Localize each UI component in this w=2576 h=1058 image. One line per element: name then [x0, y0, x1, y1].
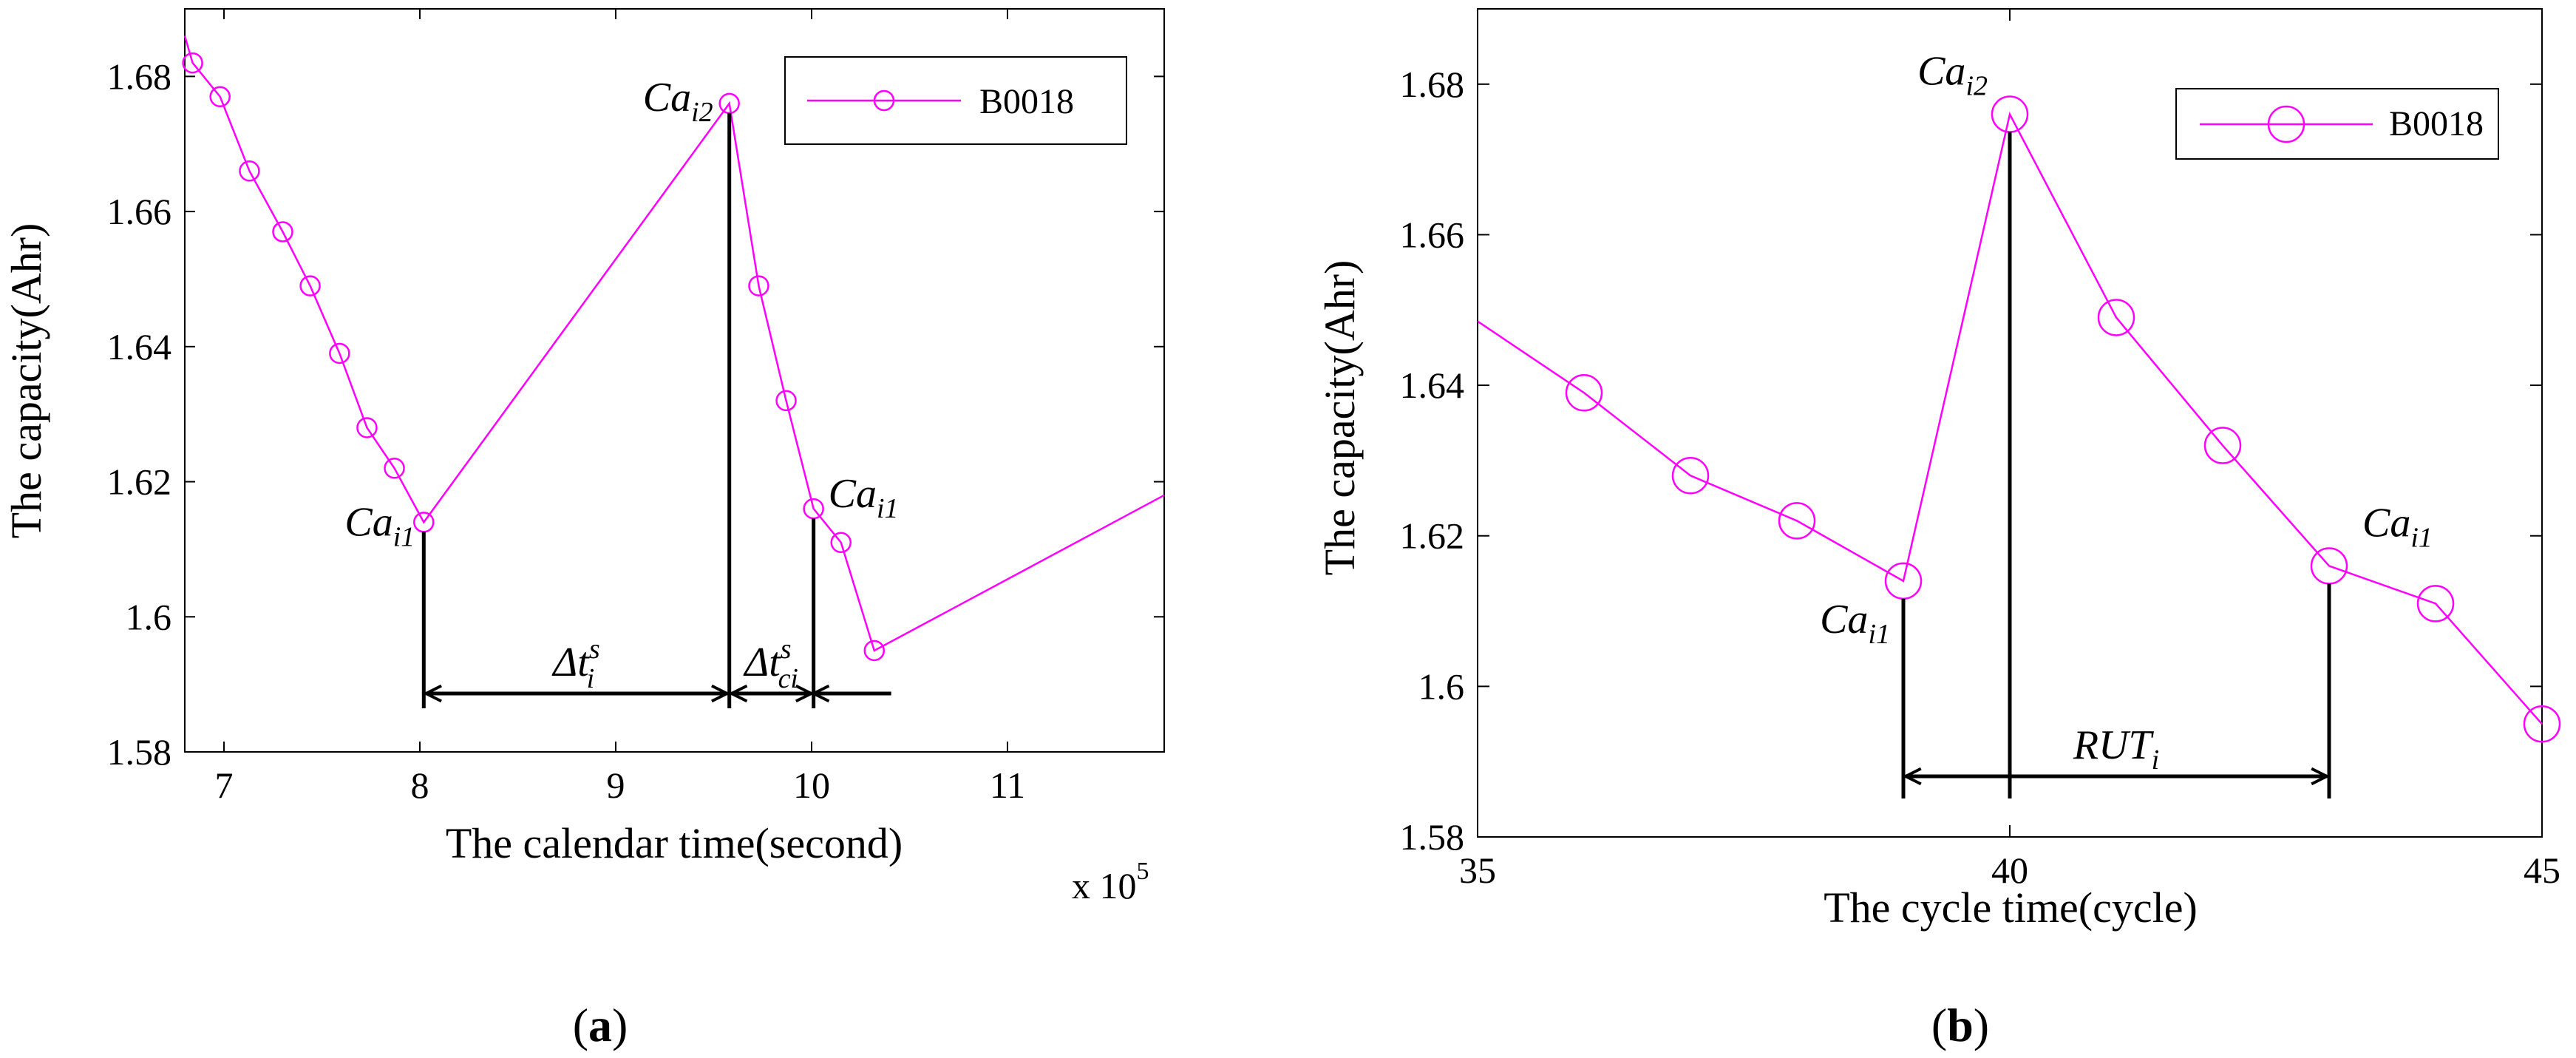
point-label-Cai2: Cai2	[643, 75, 713, 128]
point-label-Cai1: Cai1	[2362, 500, 2433, 553]
series-line-B0018	[1477, 111, 2543, 725]
data-point	[1671, 457, 1710, 495]
data-point	[356, 417, 378, 438]
data-point	[384, 458, 405, 479]
panel-label-b: (b)	[1931, 999, 1989, 1051]
data-point	[2523, 705, 2561, 743]
legend-b: B0018	[2175, 88, 2499, 160]
data-point	[182, 52, 203, 74]
x-tick-label: 10	[793, 764, 830, 806]
y-tick-label: 1.64	[1400, 364, 1465, 406]
y-axis-label-a: The capacity(Ahr)	[2, 223, 50, 539]
x-tick-label: 40	[1991, 850, 2028, 891]
y-tick-label: 1.62	[1400, 515, 1465, 557]
x-tick-label: 9	[607, 764, 625, 806]
panel-label-a: (a)	[573, 999, 628, 1051]
data-point	[2097, 299, 2135, 336]
x-axis-label-a: The calendar time(second)	[446, 819, 903, 867]
data-point	[748, 275, 769, 296]
y-tick-label: 1.64	[107, 326, 172, 367]
y-axis-label-b: The capacity(Ahr)	[1316, 260, 1364, 576]
point-label-Cai1: Cai1	[344, 499, 415, 552]
x-tick-label: 45	[2524, 850, 2560, 891]
span-label-RUTi: RUTi	[2073, 722, 2159, 776]
panel-b-chart: 35 40 45 1.58 1.6 1.62 1.64 1.66 1.68 Cai1 Cai2 Ca…	[1316, 8, 2561, 1051]
data-point	[299, 275, 321, 296]
legend-a: B0018	[784, 56, 1127, 145]
point-label-Cai1: Cai1	[1820, 597, 1890, 650]
point-label-Cai1: Cai1	[829, 471, 899, 524]
y-tick-label: 1.66	[1400, 214, 1465, 255]
y-tick-label: 1.58	[1400, 816, 1465, 858]
data-point	[2416, 585, 2455, 623]
legend-a-label: B0018	[979, 82, 1074, 121]
series-line-B0018	[183, 35, 1165, 652]
x-tick-label: 8	[411, 764, 429, 806]
x-multiplier-a: x 105	[1072, 858, 1149, 906]
y-tick-label: 1.68	[1400, 64, 1465, 105]
data-point	[775, 390, 797, 412]
data-point	[1778, 502, 1816, 540]
x-tick-label: 11	[990, 764, 1025, 806]
data-point	[863, 640, 886, 662]
legend-b-marker	[2267, 105, 2305, 143]
legend-a-marker	[873, 89, 895, 112]
legend-b-label: B0018	[2389, 104, 2484, 143]
y-tick-label: 1.68	[107, 55, 172, 97]
data-point	[2203, 427, 2242, 464]
span-label-Δti: Δts i	[551, 634, 599, 694]
point-label-Cai2: Cai2	[1917, 49, 1988, 102]
data-point	[329, 342, 350, 364]
y-tick-label: 1.58	[107, 731, 172, 773]
data-point	[239, 160, 260, 182]
data-point	[209, 86, 231, 108]
data-point	[272, 221, 293, 243]
y-tick-label: 1.6	[126, 596, 172, 637]
x-tick-label: 35	[1459, 850, 1496, 891]
x-axis-label-b: The cycle time(cycle)	[1824, 884, 2198, 932]
panel-a-chart: 7 8 9 10 11 1.58 1.6 1.62 1.64 1.66 1.68 Cai1 Cai2 C…	[2, 8, 1165, 1051]
plot-a-frame	[184, 8, 1165, 753]
x-tick-label: 7	[215, 764, 234, 806]
data-point	[830, 532, 852, 554]
data-point	[1565, 374, 1603, 412]
span-label-Δtci: Δts ci	[743, 634, 798, 694]
y-tick-label: 1.66	[107, 191, 172, 232]
y-tick-label: 1.6	[1418, 665, 1465, 707]
y-tick-label: 1.62	[107, 461, 172, 503]
